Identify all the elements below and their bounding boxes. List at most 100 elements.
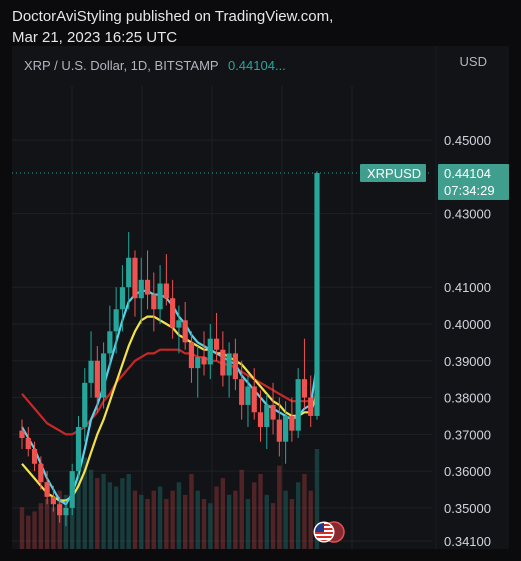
price-tick-label: 0.38000: [444, 391, 491, 406]
candle-body: [195, 357, 201, 369]
events-flag-icon[interactable]: [312, 521, 348, 543]
candle-body: [44, 482, 50, 497]
volume-bar: [132, 490, 138, 549]
volume-bar: [113, 486, 119, 549]
volume-bar: [82, 457, 87, 549]
volume-bar: [270, 503, 276, 549]
volume-bar: [220, 478, 226, 549]
candle-body: [239, 379, 245, 405]
candle-body: [113, 309, 119, 332]
chart-panel[interactable]: 0.45000 0.43000 0.41000 0.40000 0.39000 0.380…: [12, 46, 509, 549]
volume-bar: [164, 499, 169, 549]
price-tick-label: 0.43000: [444, 207, 491, 222]
candle-body: [63, 507, 69, 516]
candle-body: [226, 353, 232, 376]
volume-bar: [283, 490, 288, 549]
symbol-price-tag: [360, 164, 426, 183]
volume-bar: [295, 482, 301, 549]
price-tick-label: 0.37000: [444, 427, 491, 442]
price-tick-label: 0.40000: [444, 317, 491, 332]
candle-body: [314, 173, 320, 416]
candle-body: [69, 471, 75, 508]
price-tick-label: 0.35000: [444, 501, 491, 516]
volume-bar: [145, 499, 150, 549]
candle-body: [57, 504, 63, 516]
candle-body: [119, 287, 126, 310]
volume-bar: [51, 507, 56, 549]
volume-bar: [233, 490, 238, 549]
candle-body: [276, 419, 282, 442]
candle-body: [94, 360, 100, 398]
candle-body: [100, 353, 107, 398]
symbol-last-value: 0.44104...: [227, 58, 286, 73]
volume-bar: [19, 507, 25, 549]
candle-body: [157, 283, 163, 310]
price-tick-label: 0.41000: [444, 280, 491, 295]
volume-bar: [170, 490, 175, 549]
symbol-legend[interactable]: XRP / U.S. Dollar, 1D, BITSTAMP 0.44104.…: [24, 58, 286, 73]
candle-body: [50, 496, 56, 505]
volume-bar: [208, 503, 213, 549]
candle-body: [19, 430, 25, 439]
candle-body: [264, 404, 270, 427]
price-tick-label: 0.39000: [444, 354, 491, 369]
candle-body: [75, 426, 82, 472]
moving-average-slow: [21, 348, 318, 436]
price-tick-label: 0.36000: [444, 464, 491, 479]
volume-bar: [252, 482, 257, 549]
candle-body: [88, 360, 94, 383]
publisher-line: DoctorAviStyling published on TradingVie…: [12, 8, 334, 25]
candle-body: [182, 320, 188, 343]
volume-bar: [151, 490, 157, 549]
chart-background: [12, 46, 509, 549]
candle-body: [107, 331, 113, 354]
bar-countdown: 07:34:29: [444, 183, 495, 198]
candle-body: [289, 415, 295, 431]
candle-body: [38, 463, 44, 483]
candle-body: [283, 415, 289, 442]
candle-body: [31, 449, 38, 464]
last-price-tag: [438, 164, 509, 201]
candle-body: [301, 379, 308, 398]
volume-bar: [239, 469, 244, 549]
price-tick-label: 0.45000: [444, 133, 491, 148]
candle-body: [82, 382, 88, 427]
volume-bar: [302, 474, 307, 549]
volume-bar: [195, 490, 200, 549]
price-tick-label: 0.34100: [444, 534, 491, 549]
volume-bar: [107, 482, 113, 549]
candle-body: [126, 257, 132, 288]
publish-date: Mar 21, 2023 16:25 UTC: [12, 29, 178, 46]
volume-bar: [95, 478, 100, 549]
candle-body: [138, 279, 144, 299]
candle-body: [163, 283, 169, 299]
symbol-price-tag-label: XRPUSD: [367, 166, 421, 181]
axis-currency-label[interactable]: USD: [459, 54, 487, 69]
candle-body: [144, 279, 151, 295]
candle-body: [25, 438, 31, 450]
candle-body: [251, 386, 257, 413]
candle-body: [308, 397, 314, 416]
candle-body: [232, 353, 239, 380]
volume-bar: [245, 499, 251, 549]
volume-bar: [277, 465, 282, 549]
candle-body: [201, 357, 207, 365]
candle-body: [295, 379, 301, 431]
candle-body: [207, 338, 213, 365]
volume-bar: [76, 465, 81, 549]
volume-bar: [139, 494, 144, 549]
volume-bar: [201, 499, 207, 549]
candle-body: [188, 342, 195, 369]
volume-bar: [126, 474, 131, 549]
volume-bar: [264, 494, 269, 549]
publication-header: DoctorAviStyling published on TradingVie…: [12, 6, 333, 48]
volume-bar: [289, 499, 295, 549]
candle-body: [170, 298, 176, 328]
volume-bar: [38, 503, 44, 549]
volume-bar: [308, 490, 313, 549]
symbol-title: XRP / U.S. Dollar, 1D, BITSTAMP: [24, 58, 219, 73]
volume-bar: [157, 486, 163, 549]
last-price-value: 0.44104: [444, 166, 491, 181]
candlestick-chart[interactable]: 0.45000 0.43000 0.41000 0.40000 0.39000 0.380…: [12, 46, 509, 549]
volume-bar: [101, 474, 106, 549]
